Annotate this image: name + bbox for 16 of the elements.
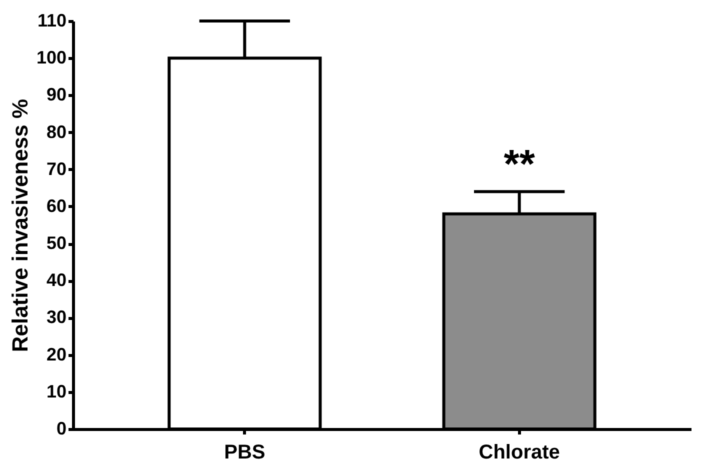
y-axis-title: Relative invasiveness % <box>7 98 32 352</box>
y-tick-label: 50 <box>46 233 66 254</box>
y-tick-label: 90 <box>46 84 66 105</box>
y-tick-label: 0 <box>56 418 66 438</box>
annotation: ** <box>504 142 536 187</box>
y-tick-label: 40 <box>46 270 66 290</box>
y-tick-label: 20 <box>46 344 66 364</box>
y-tick-label: 110 <box>37 10 66 30</box>
x-tick-label: Chlorate <box>478 442 560 464</box>
y-tick-label: 70 <box>46 158 66 179</box>
y-tick-label: 80 <box>46 122 66 142</box>
y-tick-label: 30 <box>46 307 66 328</box>
y-tick-label: 10 <box>46 381 66 402</box>
y-tick-label: 60 <box>46 196 66 216</box>
x-tick-label: PBS <box>224 442 266 464</box>
y-tick-label: 100 <box>36 48 66 68</box>
